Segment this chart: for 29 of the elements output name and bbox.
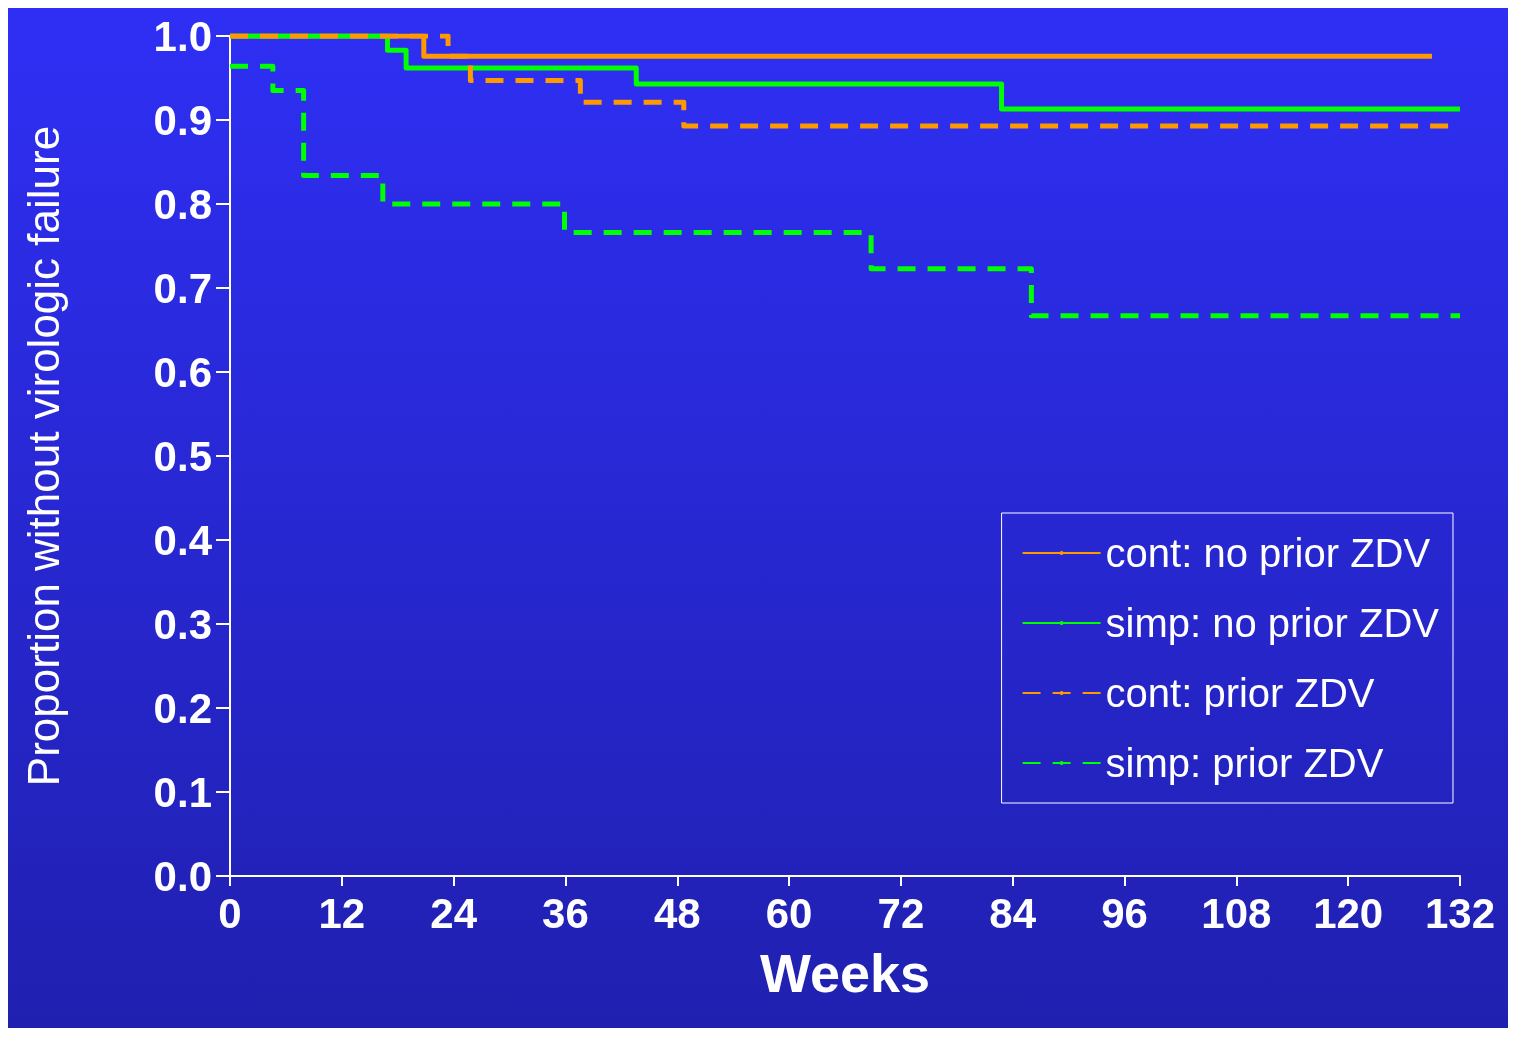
x-tick-label: 24 — [430, 889, 478, 937]
y-tick-label: 0.3 — [153, 600, 212, 648]
y-tick-label: 0.4 — [153, 516, 213, 564]
y-axis-title: Proportion without virologic failure — [18, 125, 68, 787]
y-tick-label: 0.6 — [153, 348, 212, 396]
x-tick-label: 36 — [542, 889, 589, 937]
x-axis-title: Weeks — [759, 943, 931, 1003]
x-tick-label: 132 — [1424, 889, 1496, 937]
y-tick-label: 0.9 — [153, 96, 212, 144]
legend-label: simp: prior ZDV — [1105, 741, 1384, 785]
x-tick-label: 96 — [1101, 889, 1148, 937]
x-tick-label: 120 — [1313, 889, 1384, 937]
x-tick-label: 12 — [318, 889, 366, 937]
x-tick-label: 72 — [877, 889, 925, 937]
y-tick-label: 1.0 — [153, 12, 212, 60]
legend-label: cont: no prior ZDV — [1105, 531, 1431, 575]
y-tick-label: 0.5 — [153, 432, 212, 480]
x-tick-label: 84 — [989, 889, 1037, 937]
x-tick-label: 60 — [765, 889, 813, 937]
y-tick-label: 0.2 — [153, 684, 212, 732]
x-tick-label: 48 — [653, 889, 701, 937]
x-tick-label: 108 — [1201, 889, 1272, 937]
y-tick-label: 0.8 — [153, 180, 212, 228]
y-tick-label: 0.7 — [153, 264, 212, 312]
legend-label: simp: no prior ZDV — [1105, 601, 1440, 645]
y-tick-label: 0.0 — [153, 852, 212, 900]
legend-label: cont: prior ZDV — [1105, 671, 1375, 715]
y-tick-label: 0.1 — [153, 768, 212, 816]
x-tick-label: 0 — [218, 889, 242, 937]
